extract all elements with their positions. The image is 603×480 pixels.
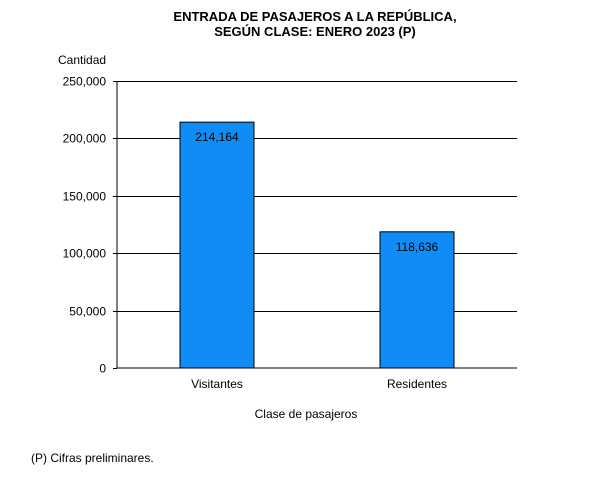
y-tick-label: 100,000 [63, 247, 107, 261]
chart-title-line-2: SEGÚN CLASE: ENERO 2023 (P) [214, 24, 416, 39]
y-axis-label: Cantidad [58, 53, 107, 67]
y-tick-label: 150,000 [63, 190, 107, 204]
footnote: (P) Cifras preliminares. [31, 451, 154, 465]
chart-title: ENTRADA DE PASAJEROS A LA REPÚBLICA, SEG… [0, 9, 603, 39]
bar-residentes [379, 231, 455, 369]
bars: 214,164 118,636 [179, 121, 455, 369]
data-label: 118,636 [396, 240, 439, 254]
y-tick-label: 50,000 [69, 305, 106, 319]
x-tick-label: Visitantes [191, 377, 243, 391]
gridlines [113, 81, 517, 369]
bar-visitantes [179, 121, 255, 369]
x-tick-label: Residentes [387, 377, 447, 391]
y-tick-label: 0 [99, 362, 106, 376]
chart-title-line-1: ENTRADA DE PASAJEROS A LA REPÚBLICA, [173, 9, 457, 24]
y-tick-label: 250,000 [63, 75, 107, 89]
x-axis-label: Clase de pasajeros [254, 407, 358, 421]
y-tick-label: 200,000 [63, 132, 107, 146]
x-tick-labels: Visitantes Residentes [191, 377, 447, 391]
data-label: 214,164 [195, 130, 239, 144]
y-tick-labels: 0 50,000 100,000 150,000 200,000 250,000 [63, 75, 107, 376]
